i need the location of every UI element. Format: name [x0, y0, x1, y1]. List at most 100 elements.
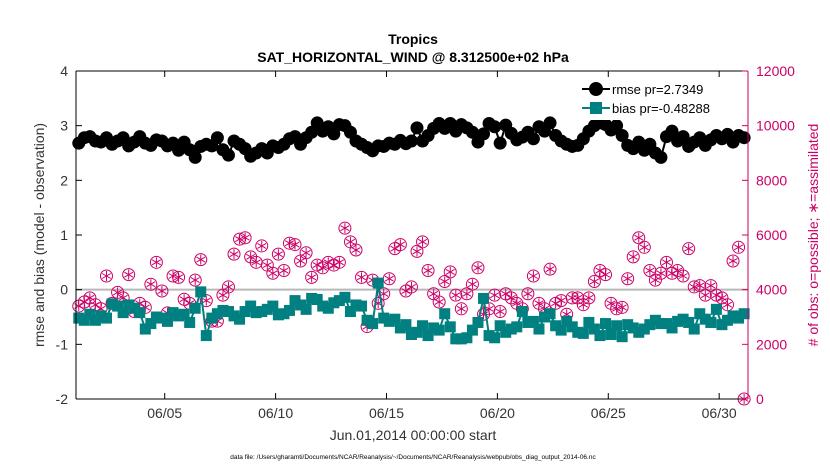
assimilated-obs-point — [595, 265, 605, 276]
possible-obs-point — [460, 287, 474, 301]
bias-point — [478, 292, 490, 304]
y-axis-label-right: # of obs: o=possible; ∗=assimilated — [805, 124, 821, 347]
bias-point — [306, 292, 318, 304]
x-tick-label: 06/10 — [258, 405, 293, 421]
bias-point — [400, 319, 412, 331]
assimilated-obs-point — [345, 236, 356, 247]
assimilated-obs-point — [728, 255, 738, 266]
possible-obs-point — [543, 262, 557, 276]
bias-point — [633, 326, 645, 338]
bias-point — [649, 314, 661, 326]
y-left-tick-label: 1 — [60, 227, 68, 243]
bias-point — [550, 320, 562, 332]
bias-point — [627, 322, 639, 334]
possible-obs-point — [637, 240, 651, 254]
assimilated-obs-point — [512, 298, 522, 309]
bias-point — [594, 330, 606, 342]
assimilated-obs-point — [179, 294, 189, 305]
chart-title: Tropics — [388, 31, 438, 47]
bias-point — [733, 312, 745, 324]
assimilated-obs-point — [196, 254, 206, 265]
assimilated-obs-point — [406, 281, 417, 292]
bias-point — [217, 304, 229, 316]
possible-obs-point — [682, 242, 696, 256]
y-right-tick-label: 2000 — [756, 336, 787, 352]
assimilated-obs-point — [340, 223, 350, 234]
bias-point — [405, 328, 417, 340]
bias-point — [710, 303, 722, 315]
rmse-point — [465, 125, 479, 139]
bias-point — [100, 312, 112, 324]
bias-point — [322, 302, 334, 314]
bias-point — [494, 320, 506, 332]
y-right-tick-label: 8000 — [756, 172, 787, 188]
x-axis-label: Jun.01,2014 00:00:00 start — [330, 427, 497, 443]
bias-point — [500, 326, 512, 338]
rmse-point — [610, 119, 624, 133]
possible-obs-point — [632, 231, 646, 245]
assimilated-obs-point — [268, 268, 278, 279]
bias-point — [683, 316, 695, 328]
assimilated-obs-point — [501, 288, 511, 299]
bias-point — [173, 310, 185, 322]
bias-point — [389, 313, 401, 325]
assimilated-obs-point — [262, 260, 272, 271]
y-left-tick-label: 2 — [60, 172, 68, 188]
assimilated-obs-point — [645, 265, 655, 276]
rmse-point — [404, 134, 418, 148]
bias-point — [156, 312, 168, 324]
rmse-point — [188, 150, 202, 164]
possible-obs-point — [521, 287, 535, 301]
possible-obs-point — [732, 240, 746, 254]
bias-point — [128, 302, 140, 314]
assimilated-obs-point — [201, 295, 211, 306]
bias-point — [367, 318, 379, 330]
bias-point — [117, 307, 129, 319]
assimilated-obs-point — [307, 272, 317, 283]
bias-point — [344, 306, 356, 318]
y-right-tick-label: 12000 — [756, 63, 795, 79]
bias-point — [444, 321, 456, 333]
assimilated-obs-point — [395, 239, 405, 250]
assimilated-obs-point — [229, 249, 239, 260]
y-left-tick-label: -1 — [56, 336, 69, 352]
assimilated-obs-point — [90, 299, 100, 310]
bias-point — [721, 314, 733, 326]
assimilated-obs-point — [661, 257, 672, 268]
assimilated-obs-point — [234, 234, 245, 245]
bias-point — [89, 314, 101, 326]
possible-obs-point — [277, 264, 291, 278]
assimilated-obs-point — [534, 298, 544, 309]
bias-point — [439, 308, 451, 320]
rmse-point — [676, 130, 690, 144]
bias-point — [261, 303, 273, 315]
bias-point — [333, 295, 345, 307]
possible-obs-point — [188, 273, 202, 287]
assimilated-obs-point — [412, 246, 422, 257]
bias-point — [472, 316, 484, 328]
axes-layer: 06/05 06/10 06/15 06/20 06/25 06/30-2-1012340… — [56, 63, 796, 421]
assimilated-obs-point — [440, 276, 450, 287]
possible-obs-point — [454, 302, 468, 316]
bias-point — [660, 318, 672, 330]
bias-point — [200, 330, 212, 342]
assimilated-obs-point — [168, 271, 178, 281]
bias-point — [699, 313, 711, 325]
assimilated-obs-point — [473, 262, 483, 273]
assimilated-obs-point — [279, 265, 289, 276]
assimilated-obs-point — [617, 302, 627, 313]
assimilated-obs-point — [523, 288, 533, 299]
y-right-tick-label: 0 — [756, 391, 764, 407]
possible-obs-point — [698, 288, 712, 302]
bias-point — [600, 318, 612, 330]
bias-point — [605, 328, 617, 340]
bias-point — [694, 308, 706, 320]
y-right-tick-label: 6000 — [756, 227, 787, 243]
possible-obs-point — [526, 269, 540, 283]
bias-point — [222, 306, 234, 318]
assimilated-obs-point — [301, 247, 311, 258]
possible-obs-point — [421, 264, 435, 278]
bias-point — [533, 323, 545, 335]
possible-obs-point — [227, 247, 241, 261]
possible-obs-point — [587, 274, 601, 288]
